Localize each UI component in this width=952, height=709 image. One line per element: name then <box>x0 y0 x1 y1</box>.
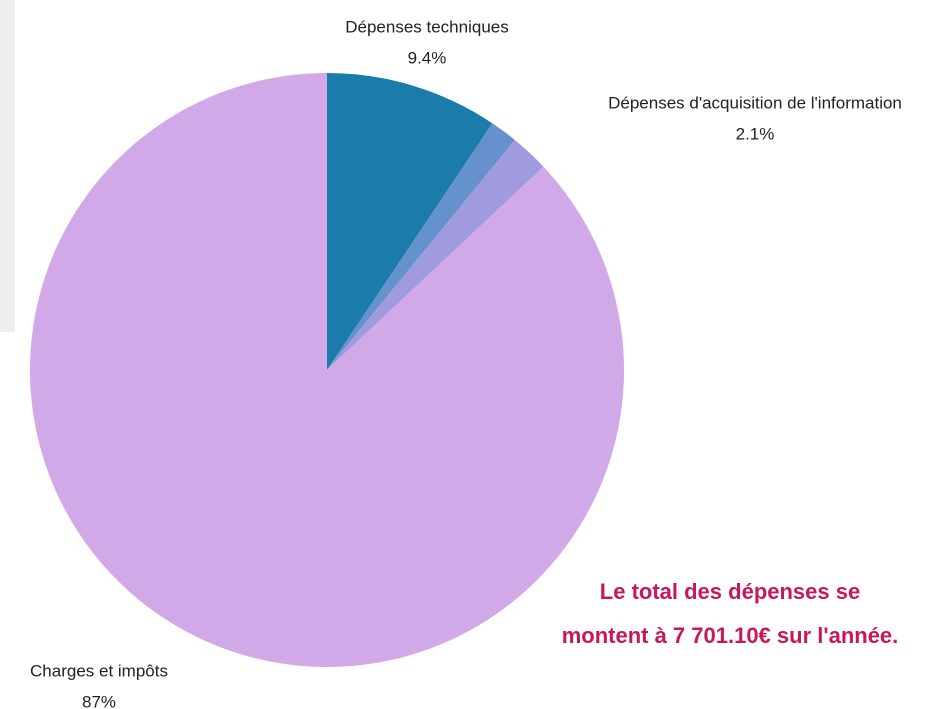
pie-slice <box>327 73 493 370</box>
slice-value: 2.1% <box>736 124 775 143</box>
slice-value: 9.4% <box>408 48 447 67</box>
pie-slice <box>29 73 624 668</box>
annotation: Le total des dépenses se montent à 7 701… <box>561 579 899 648</box>
slice-label: Dépenses d'acquisition de l'information <box>608 93 902 112</box>
side-panel <box>0 0 15 332</box>
pie-slice <box>327 139 544 370</box>
slice-label: Charges et impôts <box>30 661 168 680</box>
pie-slice <box>327 123 515 370</box>
slice-value: 87% <box>82 692 116 709</box>
slice-label: Dépenses techniques <box>345 17 509 36</box>
